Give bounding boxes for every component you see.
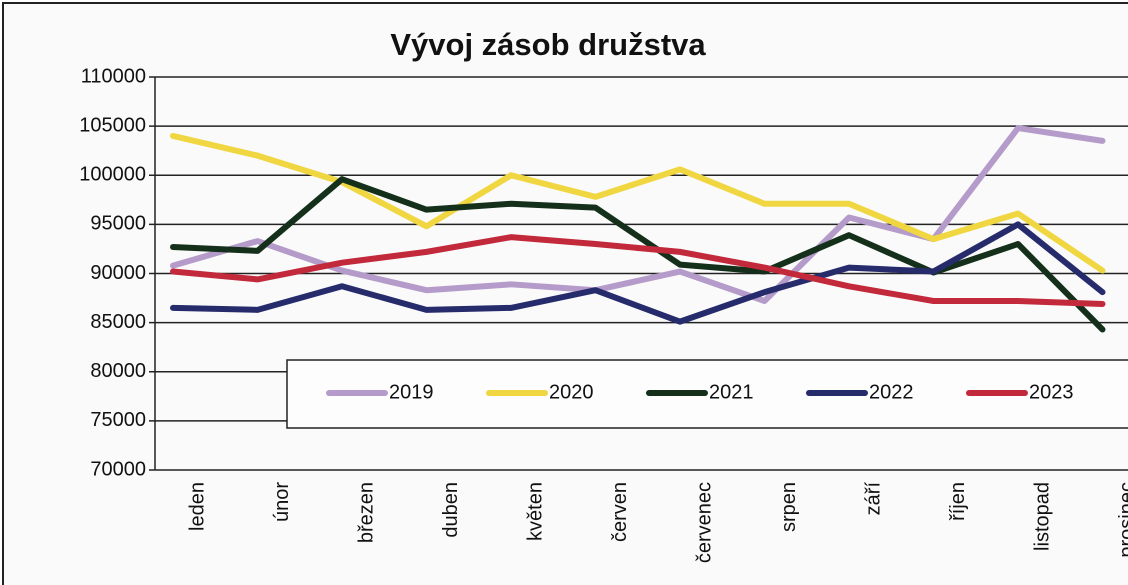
chart-title: Vývoj zásob družstva — [390, 27, 706, 62]
series-line — [170, 221, 1106, 325]
y-tick-label: 85000 — [90, 311, 146, 333]
legend-label: 2023 — [1029, 381, 1074, 403]
x-tick-label: duben — [440, 482, 462, 538]
x-tick-label: prosinec — [1116, 482, 1128, 558]
x-tick-label: květen — [524, 482, 546, 541]
legend-label: 2021 — [709, 381, 754, 403]
y-tick-label: 90000 — [90, 262, 146, 284]
x-tick-label: srpen — [778, 482, 800, 532]
x-tick-label: listopad — [1031, 482, 1053, 551]
x-tick-label: červenec — [693, 482, 715, 563]
y-tick-label: 80000 — [90, 360, 146, 382]
x-tick-label: únor — [271, 482, 293, 522]
y-tick-label: 70000 — [90, 458, 146, 480]
y-tick-label: 105000 — [79, 114, 146, 136]
x-tick-label: březen — [355, 482, 377, 543]
x-tick-label: říjen — [947, 482, 969, 521]
y-tick-label: 75000 — [90, 409, 146, 431]
x-tick-label: leden — [186, 482, 208, 531]
y-tick-label: 95000 — [90, 213, 146, 235]
legend-label: 2020 — [549, 381, 594, 403]
x-tick-label: červen — [609, 482, 631, 542]
y-tick-label: 100000 — [79, 164, 146, 186]
x-tick-label: září — [862, 482, 884, 516]
series-line — [170, 234, 1106, 307]
series-line — [170, 132, 1106, 274]
legend-label: 2019 — [389, 381, 434, 403]
series-line — [170, 176, 1106, 333]
y-tick-label: 110000 — [81, 65, 146, 87]
legend-label: 2022 — [869, 381, 914, 403]
